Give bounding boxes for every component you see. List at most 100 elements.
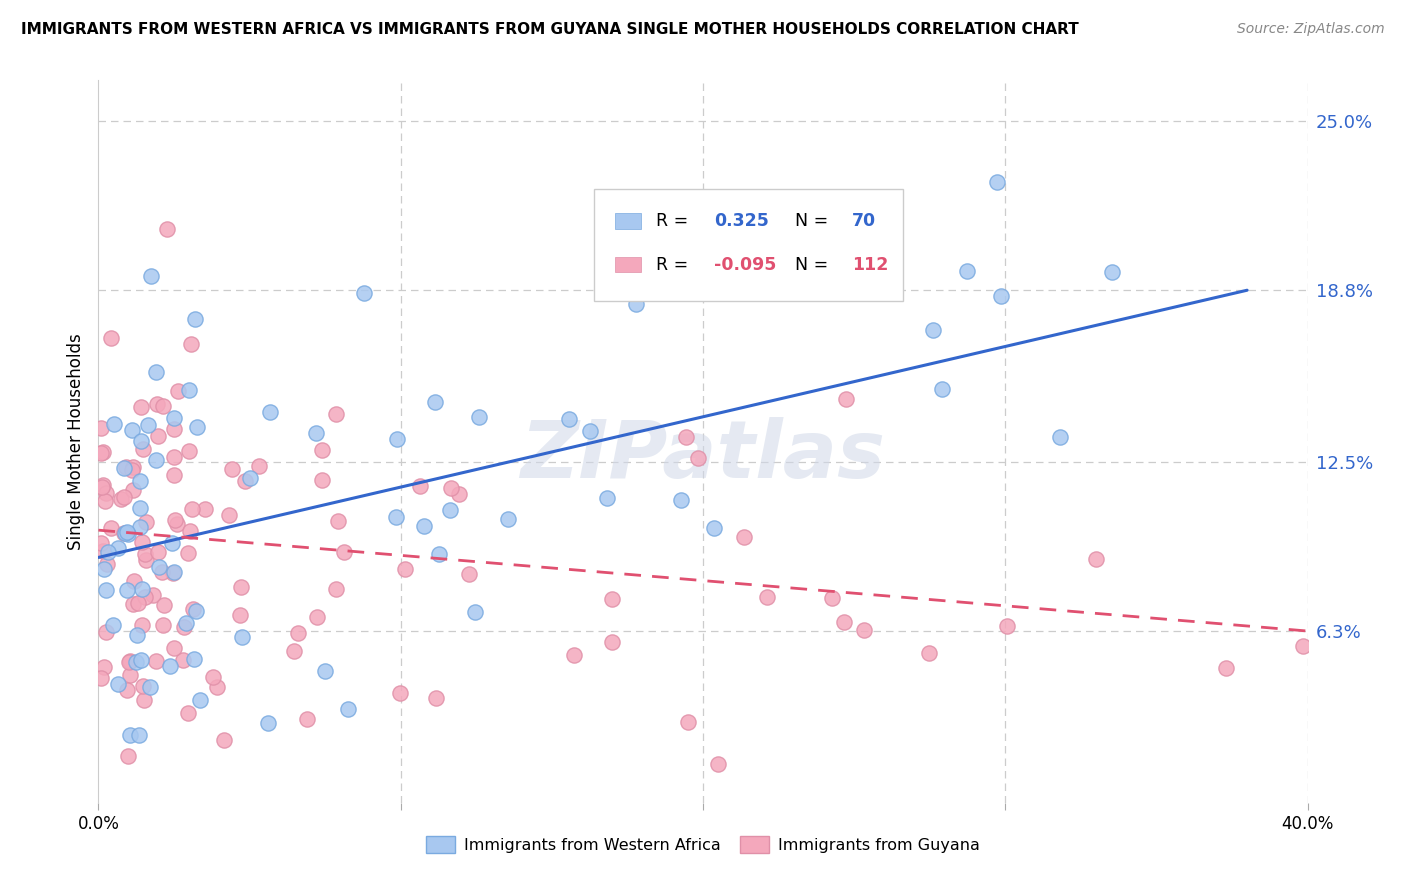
Point [163,422,186,436]
Point [90,536,112,550]
FancyBboxPatch shape [614,213,641,229]
Point [408,479,430,493]
Point [132,442,155,456]
Point [287,625,309,640]
Point [115,583,138,598]
Point [121,462,143,476]
Text: R =: R = [655,212,693,230]
Point [425,394,447,409]
Point [188,693,211,707]
Point [995,619,1018,633]
Point [120,728,142,742]
Point [93,660,115,674]
Text: N =: N = [794,255,834,274]
Point [156,222,179,236]
Point [132,692,155,706]
Point [439,503,461,517]
Point [127,596,149,610]
Point [107,677,129,691]
Point [129,501,152,516]
FancyBboxPatch shape [614,257,641,272]
Point [600,635,623,649]
Point [229,607,252,622]
Point [94,624,117,639]
Point [186,419,208,434]
Point [1292,639,1315,653]
Point [148,544,170,558]
Point [1049,430,1071,444]
Text: N =: N = [794,212,834,230]
Point [94,494,117,508]
Point [385,433,408,447]
Point [94,583,117,598]
Point [121,423,143,437]
Point [121,597,143,611]
Text: 70: 70 [852,212,876,230]
Point [1085,552,1108,566]
Point [117,655,139,669]
Text: ZIPatlas: ZIPatlas [520,417,886,495]
Point [118,654,141,668]
Point [931,382,953,396]
Point [173,620,195,634]
Point [97,545,120,559]
Point [835,392,858,406]
Point [139,268,162,283]
Point [174,616,197,631]
Point [131,434,153,448]
Point [956,264,979,278]
Point [596,491,619,505]
Point [389,686,412,700]
Point [221,462,243,476]
Point [117,682,139,697]
Point [256,716,278,731]
Point [163,410,186,425]
Point [166,516,188,531]
Point [122,460,145,475]
Point [135,552,157,566]
Y-axis label: Single Mother Households: Single Mother Households [66,334,84,549]
Point [129,474,152,488]
Point [172,653,194,667]
Point [117,525,139,540]
Point [181,601,204,615]
Point [231,580,253,594]
Point [686,451,709,466]
Point [159,659,181,673]
Text: 112: 112 [852,255,889,274]
Point [733,531,755,545]
Point [129,520,152,534]
Point [142,588,165,602]
Point [177,545,200,559]
Point [181,502,204,516]
Point [986,175,1008,189]
Point [146,397,169,411]
Point [90,421,112,435]
Point [115,460,138,475]
Point [148,560,170,574]
Point [112,461,135,475]
Point [167,384,190,398]
Point [139,680,162,694]
Point [678,715,700,730]
Point [118,668,141,682]
Point [145,654,167,668]
Point [153,598,176,612]
Text: R =: R = [655,255,693,274]
Point [136,418,159,433]
Point [91,478,114,492]
Point [184,604,207,618]
Text: -0.095: -0.095 [714,255,776,274]
Point [311,442,333,457]
Point [91,445,114,459]
Point [259,405,281,419]
Point [1215,661,1237,675]
Point [231,630,253,644]
Point [90,671,112,685]
Point [600,591,623,606]
Point [163,450,186,465]
Point [90,446,112,460]
Point [832,615,855,629]
Text: 0.325: 0.325 [714,212,769,230]
Point [125,628,148,642]
